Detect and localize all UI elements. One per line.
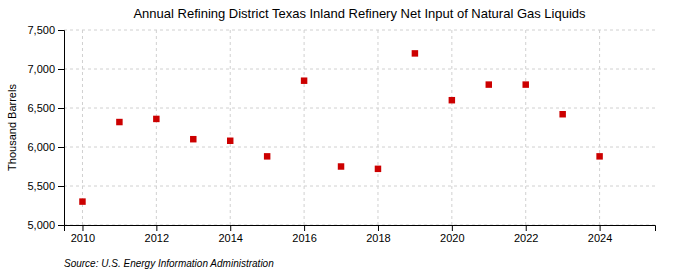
- point: [79, 198, 85, 204]
- tick-mark: [58, 147, 64, 148]
- tick-label: 2018: [366, 232, 390, 244]
- tick-mark: [378, 225, 379, 231]
- point: [338, 163, 344, 169]
- tick-label: 5,000: [27, 219, 55, 231]
- tick-label: 2016: [292, 232, 316, 244]
- point: [190, 136, 196, 142]
- tick: 5,000: [27, 219, 64, 231]
- grid-line: [64, 186, 655, 187]
- axis-line: [65, 226, 656, 232]
- tick: 2014: [218, 225, 242, 244]
- y-axis-title: Thousand Barrels: [6, 84, 18, 171]
- tick-mark: [58, 225, 64, 226]
- tick-label: 6,000: [27, 141, 55, 153]
- grid-line: [451, 30, 452, 225]
- point: [596, 153, 602, 159]
- grid-line: [64, 69, 655, 70]
- x-axis: 2010 2012 2014 2016 2018 2020 2022 2024: [65, 225, 656, 244]
- axis-line: [58, 31, 65, 226]
- grid-line: [64, 108, 655, 109]
- point: [412, 50, 418, 56]
- grid-line: [82, 30, 83, 225]
- tick-label: 7,500: [27, 24, 55, 36]
- grid-line: [377, 30, 378, 225]
- points: [79, 50, 603, 205]
- tick-mark: [304, 225, 305, 231]
- grid-line: [525, 30, 526, 225]
- grid-line: [599, 30, 600, 225]
- tick: 2012: [145, 225, 169, 244]
- tick: 2022: [514, 225, 538, 244]
- tick-label: 2014: [218, 232, 242, 244]
- grid-line: [64, 147, 655, 148]
- tick: 6,500: [27, 102, 64, 114]
- tick: 6,000: [27, 141, 64, 153]
- point: [301, 77, 307, 83]
- y-axis: 5,000 5,500 6,000 6,500 7,000 7,500: [27, 24, 64, 231]
- point: [264, 153, 270, 159]
- tick-label: 2012: [145, 232, 169, 244]
- tick-mark: [58, 30, 64, 31]
- tick: 2018: [366, 225, 390, 244]
- grid-line: [64, 30, 655, 31]
- grid-line: [304, 30, 305, 225]
- chart: 2010 2012 2014 2016 2018 2020 2022 2024 5,000 5,5…: [0, 0, 675, 275]
- point: [153, 116, 159, 122]
- tick-mark: [156, 225, 157, 231]
- tick: 7,000: [27, 63, 64, 75]
- tick-label: 7,000: [27, 63, 55, 75]
- tick: 2020: [440, 225, 464, 244]
- tick-mark: [230, 225, 231, 231]
- point: [116, 119, 122, 125]
- tick-label: 2022: [514, 232, 538, 244]
- tick: 2024: [588, 225, 612, 244]
- point: [486, 81, 492, 87]
- tick-label: 6,500: [27, 102, 55, 114]
- tick-label: 2010: [71, 232, 95, 244]
- tick-mark: [600, 225, 601, 231]
- grid-line: [230, 30, 231, 225]
- grid-line: [156, 30, 157, 225]
- tick-mark: [58, 108, 64, 109]
- tick-mark: [58, 186, 64, 187]
- point: [449, 97, 455, 103]
- title: Annual Refining District Texas Inland Re…: [133, 6, 586, 21]
- tick: 2010: [71, 225, 95, 244]
- tick: 2016: [292, 225, 316, 244]
- tick-mark: [82, 225, 83, 231]
- tick: 5,500: [27, 180, 64, 192]
- tick-mark: [452, 225, 453, 231]
- tick-label: 2020: [440, 232, 464, 244]
- tick-label: 2024: [588, 232, 612, 244]
- point: [522, 81, 528, 87]
- annotation: Source: U.S. Energy Information Administ…: [64, 258, 274, 269]
- tick: 7,500: [27, 24, 64, 36]
- grid: [64, 30, 655, 225]
- point: [227, 138, 233, 144]
- tick-mark: [526, 225, 527, 231]
- tick-label: 5,500: [27, 180, 55, 192]
- point: [559, 111, 565, 117]
- tick-mark: [58, 69, 64, 70]
- point: [375, 166, 381, 172]
